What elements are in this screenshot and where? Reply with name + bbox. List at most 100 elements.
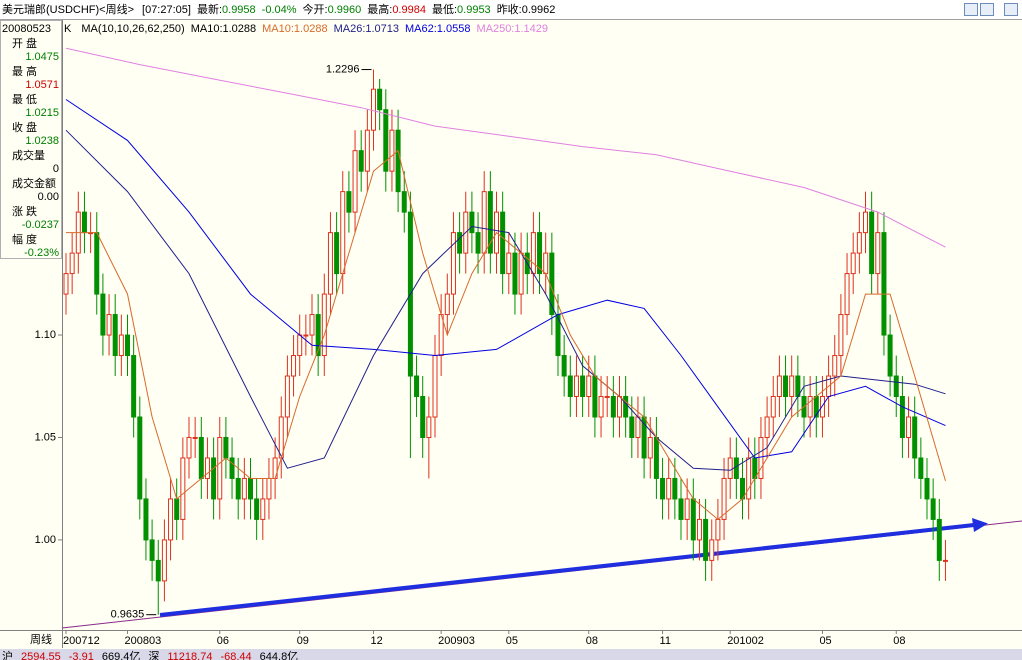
candle-body [506, 252, 512, 275]
candle-body [832, 355, 838, 377]
info-label: 涨 跌 [12, 204, 37, 218]
candle-body [137, 416, 143, 500]
x-tick-label: 08 [586, 635, 598, 647]
candle-body [174, 498, 180, 520]
candle-body [696, 518, 702, 541]
candle-body [758, 436, 764, 479]
candle-body [518, 252, 524, 295]
button-close[interactable] [1004, 3, 1018, 16]
trend-arrow [972, 518, 988, 532]
candle-body [942, 559, 948, 562]
candle-body [844, 273, 850, 316]
x-axis-label: 周线 [30, 632, 52, 646]
candle-body [598, 396, 604, 418]
candle-body [770, 396, 776, 418]
indicator-kind: K [64, 23, 72, 35]
candle-body [727, 457, 733, 479]
legend-item: MA26:1.0713 [334, 23, 399, 35]
candle-body [789, 375, 795, 398]
info-label: 幅 度 [12, 232, 37, 246]
candle-body [592, 375, 598, 418]
candle-body [660, 477, 666, 500]
quote-item: 最高: [367, 2, 392, 16]
max-label: 1.2296 [326, 63, 360, 75]
candle-body [709, 539, 715, 561]
candle-body [629, 416, 635, 438]
candle-body [819, 396, 825, 418]
candle-body [580, 375, 586, 398]
candle-body [936, 518, 942, 561]
candle-body [297, 334, 303, 357]
candle-body [918, 457, 924, 479]
candle-body [869, 211, 875, 275]
candle-body [807, 396, 813, 418]
x-tick-label: 200803 [125, 635, 162, 647]
candle-body [131, 355, 137, 418]
candle-body [260, 498, 266, 520]
header-bar [0, 0, 1022, 19]
x-tick-label: 200903 [438, 635, 475, 647]
candle-body [266, 477, 272, 500]
moving-average [66, 149, 946, 521]
button-next[interactable] [980, 3, 994, 16]
x-tick-label: 12 [371, 635, 383, 647]
candle-body [610, 396, 616, 418]
status-item: 11218.74 [167, 651, 212, 660]
candle-body [118, 334, 124, 357]
candle-body [100, 293, 106, 336]
header-time: [07:27:05] [142, 4, 191, 16]
quote-item: 最新: [197, 2, 222, 16]
quote-item: 0.9960 [328, 4, 362, 16]
candle-body [475, 232, 481, 254]
quote-item: 今开: [303, 2, 328, 16]
x-tick-label: 09 [297, 635, 309, 647]
candle-body [530, 232, 536, 275]
candle-body [887, 334, 893, 377]
button-prev[interactable] [964, 3, 978, 16]
candle-body [235, 477, 241, 500]
quote-item: 0.9953 [457, 4, 491, 16]
candle-body [414, 375, 420, 398]
candle-body [893, 375, 899, 398]
candle-body [161, 539, 167, 582]
info-label: 收 盘 [12, 120, 37, 134]
trend-line [159, 523, 975, 617]
moving-average [65, 99, 946, 459]
y-tick-label: 1.10 [35, 329, 56, 341]
candle-body [432, 355, 438, 418]
candle-body [229, 457, 235, 479]
info-value: 1.0475 [25, 51, 59, 63]
candle-body [635, 416, 641, 438]
info-value: 0 [53, 163, 59, 175]
status-item: 2594.55 [21, 651, 61, 660]
candle-body [912, 416, 918, 459]
candle-body [168, 498, 174, 541]
x-tick-label: 201002 [727, 635, 764, 647]
candle-body [321, 293, 327, 357]
quote-item: 昨收: [497, 2, 522, 16]
candle-body [863, 211, 868, 234]
candle-body [420, 396, 426, 438]
info-label: 成交量 [12, 148, 45, 162]
candle-body [284, 375, 290, 418]
candle-body [69, 252, 75, 275]
candle-body [457, 232, 463, 254]
x-tick-label: 11 [660, 635, 671, 647]
indicator-row: K MA(10,10,26,62,250) MA10:1.0288 MA10:1.02… [64, 23, 548, 35]
candle-body [838, 314, 844, 357]
candle-body [192, 436, 198, 439]
candle-body [666, 477, 672, 500]
status-item: 沪 [2, 649, 13, 660]
info-value: 0.00 [38, 191, 59, 203]
candle-body [217, 436, 223, 500]
candle-body [573, 375, 579, 398]
candle-body [783, 375, 789, 398]
candle-body [899, 396, 905, 438]
candle-body [906, 416, 912, 438]
candle-body [340, 191, 346, 275]
candle-body [334, 232, 340, 275]
indicator-formula: MA(10,10,26,62,250) [81, 23, 184, 35]
info-label: 最 高 [12, 64, 37, 78]
candle-body [211, 457, 217, 500]
